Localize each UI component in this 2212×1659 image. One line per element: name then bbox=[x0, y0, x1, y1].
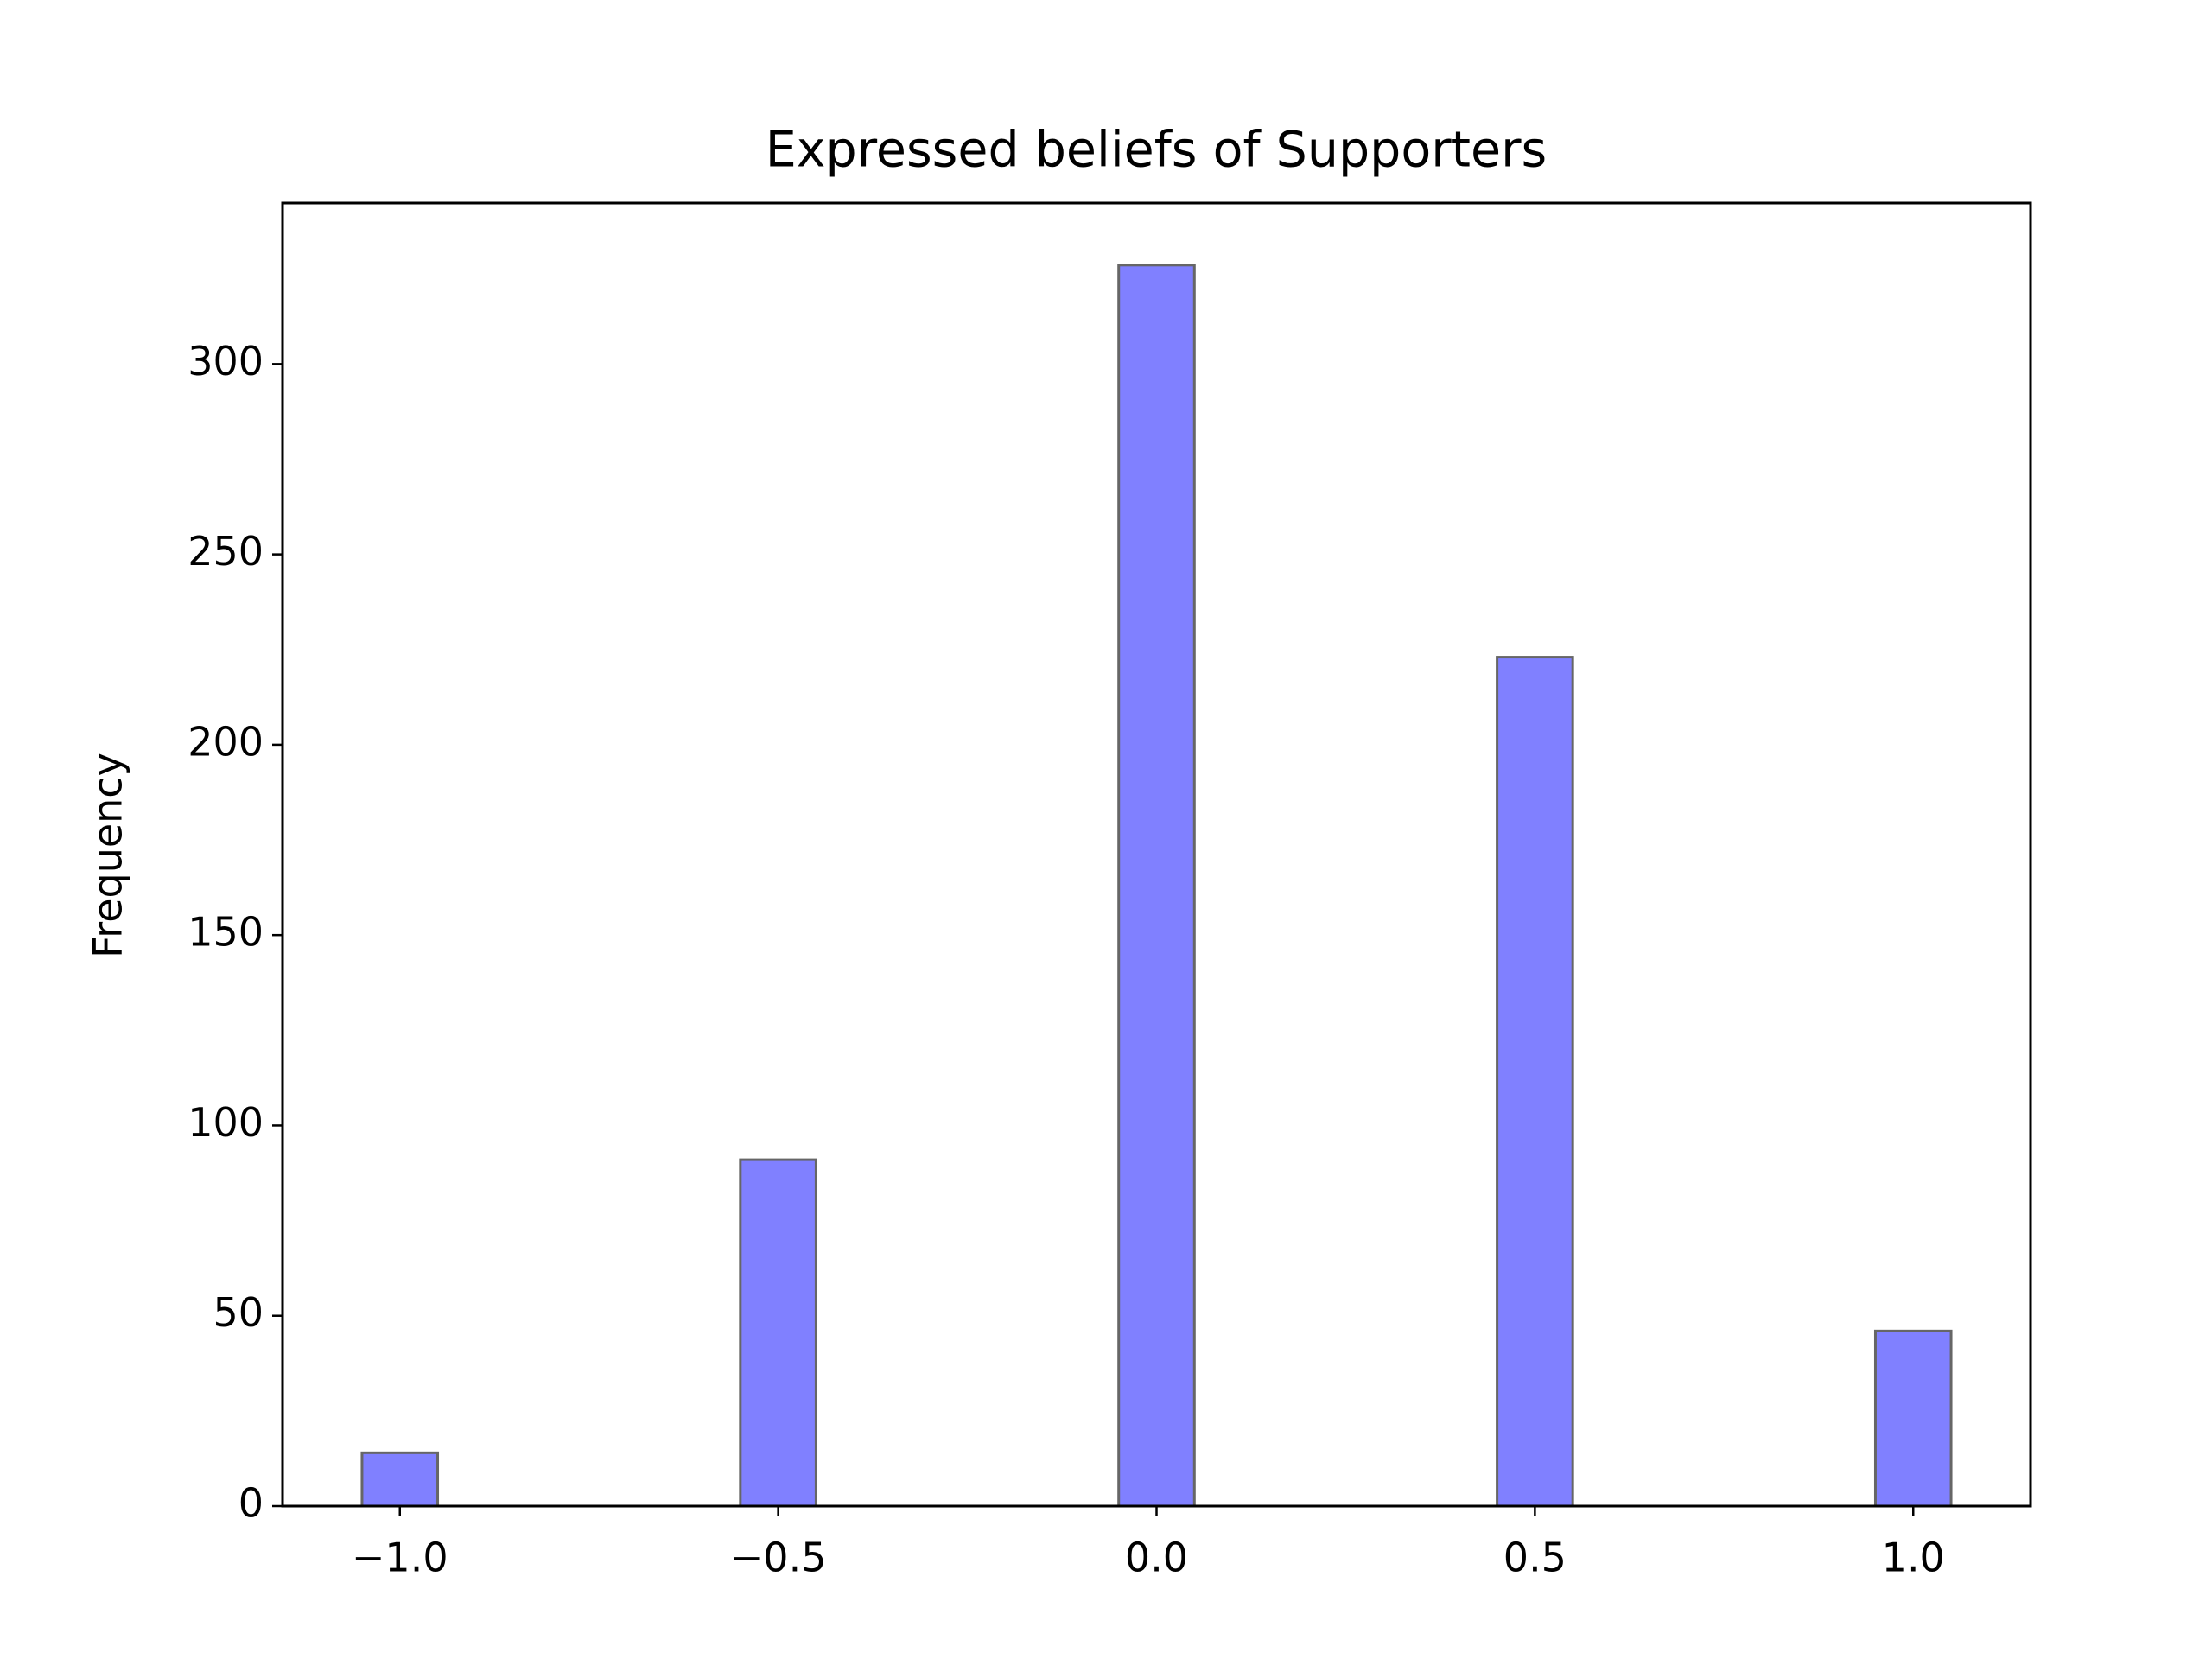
y-tick-label: 300 bbox=[188, 338, 264, 385]
plot-frame bbox=[281, 201, 2032, 1508]
x-tick-label: 0.0 bbox=[1125, 1535, 1188, 1581]
bar bbox=[1496, 656, 1574, 1508]
x-tick-label: 1.0 bbox=[1882, 1535, 1945, 1581]
bar bbox=[1117, 264, 1196, 1508]
x-tick-label: −1.0 bbox=[352, 1535, 448, 1581]
chart-title: Expressed beliefs of Supporters bbox=[766, 122, 1547, 179]
y-tick-label: 50 bbox=[213, 1289, 264, 1336]
y-axis-label: Frequency bbox=[85, 753, 131, 958]
bar bbox=[360, 1451, 440, 1508]
bar bbox=[739, 1158, 817, 1508]
y-tick-label: 100 bbox=[188, 1099, 264, 1146]
y-tick-label: 150 bbox=[188, 909, 264, 956]
y-tick-label: 200 bbox=[188, 718, 264, 765]
y-tick-label: 0 bbox=[238, 1480, 264, 1527]
bar bbox=[1873, 1329, 1953, 1508]
y-tick-label: 250 bbox=[188, 528, 264, 575]
x-tick-label: 0.5 bbox=[1503, 1535, 1567, 1581]
x-tick-label: −0.5 bbox=[730, 1535, 827, 1581]
